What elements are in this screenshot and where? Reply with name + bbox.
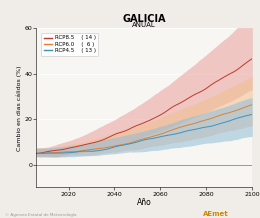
- Y-axis label: Cambio en dias cálidos (%): Cambio en dias cálidos (%): [16, 65, 22, 151]
- Legend: RCP8.5    ( 14 ), RCP6.0    (  6 ), RCP4.5    ( 13 ): RCP8.5 ( 14 ), RCP6.0 ( 6 ), RCP4.5 ( 13…: [41, 33, 99, 56]
- Text: © Agencia Estatal de Meteorología: © Agencia Estatal de Meteorología: [5, 213, 77, 217]
- Text: AEmet: AEmet: [203, 211, 229, 217]
- Text: ANUAL: ANUAL: [132, 22, 156, 27]
- X-axis label: Año: Año: [137, 198, 152, 207]
- Title: GALICIA: GALICIA: [122, 14, 166, 24]
